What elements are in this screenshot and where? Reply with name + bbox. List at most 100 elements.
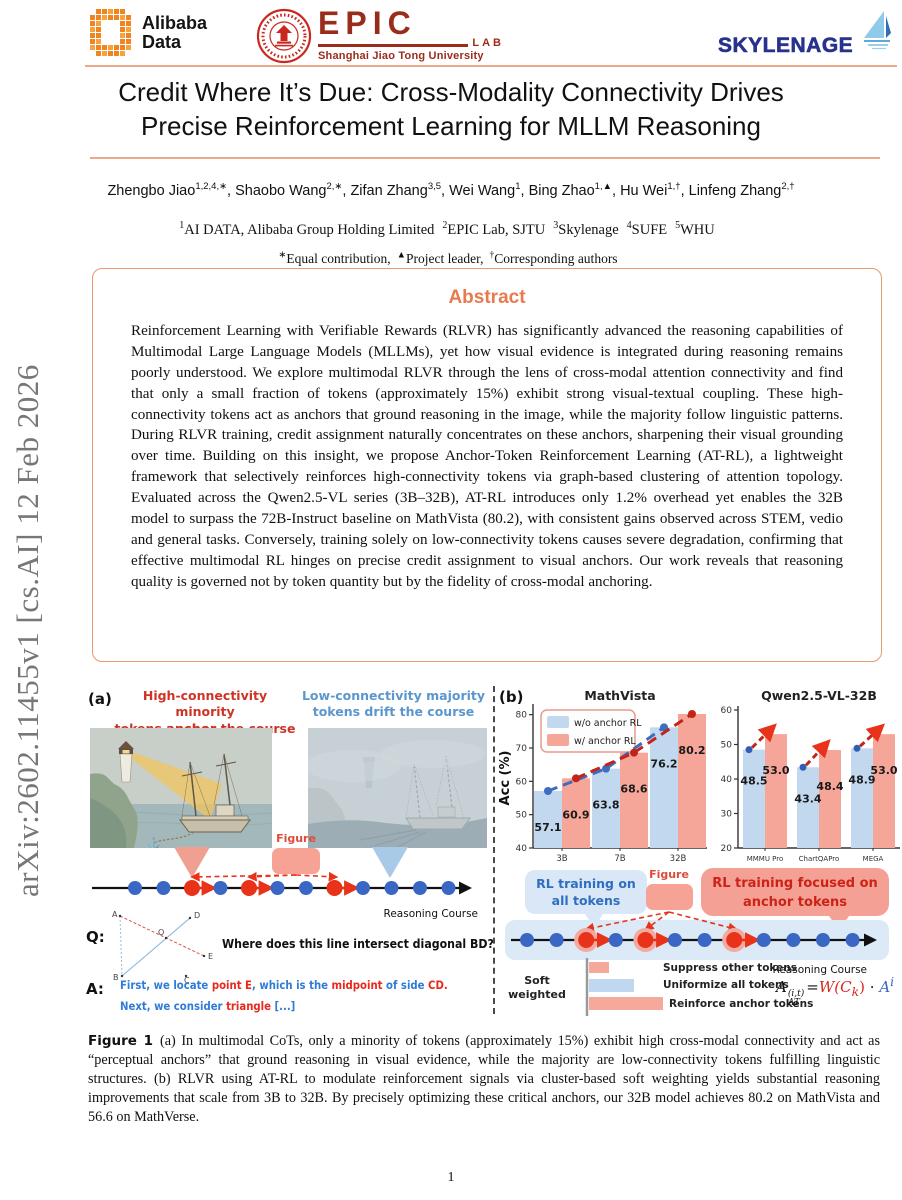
sjtu-seal-icon — [256, 8, 312, 64]
svg-text:w/o anchor RL: w/o anchor RL — [574, 718, 642, 729]
qwen32b-chart: Qwen2.5-VL-32B 20 30 40 50 60 MMMU Pro ChartQAP… — [721, 688, 900, 863]
caption-prefix: Figure 1 — [88, 1033, 154, 1049]
question-text: Where does this line intersect diagonal … — [222, 936, 494, 951]
figure-thumbnail — [272, 848, 320, 874]
svg-text:30: 30 — [721, 810, 733, 820]
q-label: Q: — [86, 928, 105, 946]
bubble-red-line2: anchor tokens — [743, 895, 847, 910]
svg-text:50: 50 — [721, 741, 733, 751]
author-notes-line: ∗Equal contribution, ▲Project leader, †Cor… — [278, 250, 618, 266]
svg-text:ChartQAPro: ChartQAPro — [799, 855, 840, 863]
drift-pointer-triangle — [372, 847, 408, 878]
svg-text:57.1: 57.1 — [534, 821, 561, 834]
svg-text:7B: 7B — [614, 854, 625, 864]
abstract-heading: Abstract — [448, 287, 526, 308]
point-a-label: A — [112, 910, 118, 919]
drifting-ship-illustration — [308, 728, 487, 848]
answer-line-1: First, we locate point E, which is the m… — [120, 978, 448, 992]
svg-text:MMMU Pro: MMMU Pro — [747, 855, 784, 863]
svg-text:Reinforce anchor tokens: Reinforce anchor tokens — [669, 998, 813, 1010]
red-heading-line1: High-connectivity minority — [142, 688, 268, 720]
lighthouse — [119, 753, 133, 783]
faded-lighthouse — [364, 762, 374, 788]
svg-text:32B: 32B — [670, 854, 687, 864]
point-o-label: O — [158, 928, 164, 937]
lighthouse-beam — [132, 752, 222, 820]
svg-text:w/ anchor RL: w/ anchor RL — [574, 736, 636, 747]
mathvista-chart: MathVista Acc (%) 40 50 60 70 80 3B 7B 32B w/o anc… — [498, 688, 707, 864]
skylenage-wordmark: SKYLENAGE — [718, 34, 854, 58]
anchor-pointer-triangle — [174, 847, 210, 878]
svg-text:MathVista: MathVista — [584, 688, 655, 703]
answer-line-2: Next, we consider triangle [...] — [120, 999, 296, 1013]
svg-text:60: 60 — [516, 777, 528, 787]
point-c-label: C — [184, 976, 190, 984]
svg-text:80: 80 — [516, 711, 528, 721]
svg-text:70: 70 — [516, 744, 528, 754]
svg-text:48.5: 48.5 — [740, 775, 767, 788]
svg-text:Qwen2.5-VL-32B: Qwen2.5-VL-32B — [761, 688, 877, 703]
svg-text:68.6: 68.6 — [620, 783, 647, 796]
title-line-1: Credit Where It’s Due: Cross-Modality Co… — [118, 77, 784, 107]
svg-text:40: 40 — [516, 844, 528, 854]
wake-streaks — [359, 829, 427, 848]
epic-lab-label: LAB — [472, 37, 504, 49]
alibaba-logo-text: Alibaba Data — [142, 13, 207, 53]
bubble-blue-line1: RL training on — [536, 876, 636, 891]
token-sequence-a — [92, 871, 472, 896]
title-line-2: Precise Reinforcement Learning for MLLM … — [141, 110, 761, 141]
point-e-label: E — [208, 952, 213, 961]
arxiv-watermark: arXiv:2602.11455v1 [cs.AI] 12 Feb 2026 — [10, 364, 45, 897]
data-word: Data — [142, 32, 182, 52]
svg-text:48.4: 48.4 — [816, 780, 843, 793]
epic-wordmark: EPIC — [318, 5, 417, 41]
point-d-label: D — [194, 911, 200, 920]
epic-university-label: Shanghai Jiao Tong University — [318, 50, 484, 62]
ship — [179, 753, 251, 833]
svg-text:3B: 3B — [556, 854, 567, 864]
anchored-ship-illustration: ⚓ — [90, 728, 272, 848]
anchor-tokens-bubble — [701, 868, 889, 916]
svg-text:76.2: 76.2 — [650, 757, 677, 770]
svg-text:48.9: 48.9 — [848, 773, 875, 786]
svg-text:20: 20 — [721, 844, 733, 854]
all-tokens-bubble — [525, 870, 647, 914]
panel-b-label: (b) — [499, 688, 524, 706]
panel-b-flow: RL training on all tokens Figure RL trai… — [505, 868, 889, 1016]
token-sequence-b — [511, 911, 877, 952]
epic-divider — [318, 44, 469, 47]
svg-text:60.9: 60.9 — [562, 808, 589, 821]
epic-lab-logo: EPIC LAB Shanghai Jiao Tong University — [318, 7, 504, 62]
caption-text: (a) In multimodal CoTs, only a minority … — [88, 1033, 880, 1125]
point-b-label: B — [113, 973, 119, 982]
figure-tag-label: Figure — [276, 832, 316, 845]
figure-caption: Figure 1 (a) In multimodal CoTs, only a m… — [88, 1032, 880, 1126]
blue-heading-line2: tokens drift the course — [312, 704, 475, 720]
svg-text:50: 50 — [516, 811, 528, 821]
svg-text:43.4: 43.4 — [794, 792, 821, 805]
figure-tag-label-b: Figure — [649, 868, 689, 881]
svg-text:MEGA: MEGA — [863, 855, 884, 863]
panel-divider — [493, 686, 495, 1014]
abstract-text: Reinforcement Learning with Verifiable R… — [131, 323, 843, 590]
blue-heading-line1: Low-connectivity majority — [301, 688, 486, 703]
svg-text:Uniformize all tokens: Uniformize all tokens — [663, 979, 789, 991]
skylenage-logo: SKYLENAGE — [714, 8, 898, 60]
svg-text:63.8: 63.8 — [592, 799, 619, 812]
geometry-diagram: A D O E B C — [112, 910, 213, 984]
figure-thumbnail-b — [646, 884, 693, 910]
anchor-chain — [155, 831, 195, 843]
authors-line: Zhengbo Jiao1,2,4,∗, Shaobo Wang2,∗, Zif… — [107, 181, 795, 199]
page-title: Credit Where It’s Due: Cross-Modality Co… — [0, 76, 902, 144]
low-connectivity-heading: Low-connectivity majority tokens drift t… — [300, 688, 487, 721]
page-number: 1 — [447, 1170, 455, 1185]
svg-text:60: 60 — [721, 706, 733, 716]
title-rule — [90, 157, 880, 159]
bubble-blue-line2: all tokens — [552, 893, 621, 908]
a-label: A: — [86, 980, 104, 998]
svg-text:40: 40 — [721, 775, 733, 785]
alibaba-data-logo: Alibaba Data — [88, 8, 207, 58]
svg-text:53.0: 53.0 — [762, 764, 789, 777]
reasoning-course-label-a: Reasoning Course — [384, 908, 479, 920]
panel-a-token-strip: Figure Reasoning Course — [92, 832, 479, 920]
